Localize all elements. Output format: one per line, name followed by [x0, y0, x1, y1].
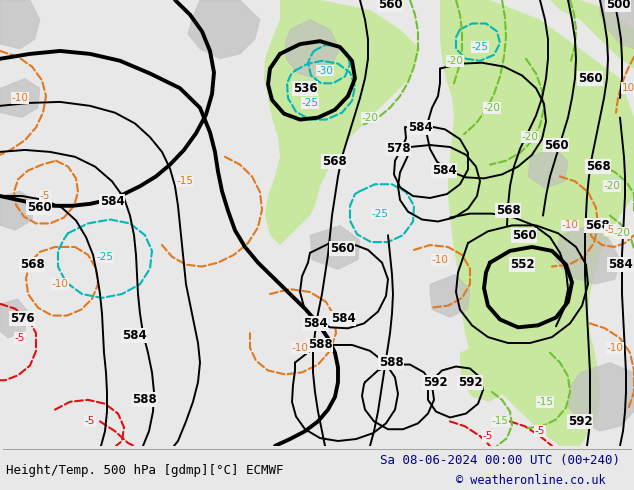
Polygon shape — [0, 191, 35, 230]
Text: 568: 568 — [496, 204, 521, 217]
Text: 568: 568 — [585, 219, 609, 232]
Text: 576: 576 — [10, 312, 34, 325]
Text: 560: 560 — [27, 201, 51, 214]
Text: 588: 588 — [132, 393, 157, 406]
Polygon shape — [264, 0, 420, 245]
Polygon shape — [188, 0, 260, 59]
Text: 592: 592 — [423, 376, 448, 389]
Polygon shape — [285, 20, 340, 78]
Text: -5: -5 — [535, 426, 545, 436]
Text: -10: -10 — [607, 343, 623, 353]
Text: -25: -25 — [302, 98, 318, 108]
Text: -10: -10 — [11, 93, 29, 103]
Polygon shape — [568, 363, 634, 431]
Text: 584: 584 — [122, 329, 146, 342]
Text: -10: -10 — [432, 255, 448, 265]
Text: 552: 552 — [510, 258, 534, 271]
Text: 560: 560 — [378, 0, 403, 11]
Text: 560: 560 — [578, 72, 602, 85]
Text: 584: 584 — [302, 317, 327, 330]
Polygon shape — [528, 147, 568, 188]
Text: -20: -20 — [522, 132, 538, 142]
Text: -25: -25 — [372, 209, 389, 219]
Text: 592: 592 — [458, 376, 482, 389]
Polygon shape — [430, 274, 470, 318]
Text: 560: 560 — [544, 139, 568, 151]
Text: 584: 584 — [607, 258, 632, 271]
Polygon shape — [600, 0, 634, 49]
Text: 584: 584 — [330, 312, 356, 325]
Text: -5: -5 — [483, 431, 493, 441]
Text: -15: -15 — [491, 416, 508, 426]
Text: 584: 584 — [100, 196, 124, 208]
Polygon shape — [0, 0, 40, 49]
Text: -20: -20 — [484, 103, 500, 113]
Text: 568: 568 — [20, 258, 44, 271]
Text: -5: -5 — [85, 416, 95, 426]
Text: 536: 536 — [293, 82, 317, 95]
Polygon shape — [310, 225, 360, 270]
Text: 568: 568 — [321, 155, 346, 168]
Text: -5: -5 — [40, 191, 50, 201]
Text: -5: -5 — [605, 225, 615, 235]
Text: Sa 08-06-2024 00:00 UTC (00+240): Sa 08-06-2024 00:00 UTC (00+240) — [380, 454, 621, 466]
Text: Height/Temp. 500 hPa [gdmp][°C] ECMWF: Height/Temp. 500 hPa [gdmp][°C] ECMWF — [6, 464, 284, 477]
Polygon shape — [550, 0, 634, 69]
Text: 588: 588 — [307, 339, 332, 351]
Text: -10: -10 — [562, 220, 578, 230]
Text: 10: 10 — [621, 83, 634, 93]
Text: -10: -10 — [51, 279, 68, 289]
Text: 584: 584 — [408, 121, 432, 134]
Text: 560: 560 — [512, 229, 536, 242]
Text: -10: -10 — [292, 343, 308, 353]
Text: -20: -20 — [361, 113, 378, 122]
Text: -25: -25 — [472, 42, 489, 52]
Polygon shape — [0, 299, 28, 338]
Text: 578: 578 — [385, 143, 410, 155]
Text: -25: -25 — [96, 252, 113, 262]
Text: -15: -15 — [536, 397, 553, 407]
Text: -20: -20 — [446, 56, 463, 66]
Text: © weatheronline.co.uk: © weatheronline.co.uk — [456, 474, 606, 487]
Text: 568: 568 — [586, 160, 611, 173]
Text: -15: -15 — [176, 176, 193, 186]
Polygon shape — [0, 78, 40, 118]
Text: -20: -20 — [614, 228, 630, 238]
Text: -30: -30 — [316, 66, 333, 75]
Text: 500: 500 — [605, 0, 630, 11]
Polygon shape — [555, 225, 620, 284]
Text: 584: 584 — [432, 164, 456, 177]
Text: -5: -5 — [15, 333, 25, 343]
Text: -20: -20 — [604, 181, 621, 191]
Polygon shape — [440, 0, 634, 446]
Text: 588: 588 — [378, 356, 403, 369]
Polygon shape — [460, 343, 510, 402]
Text: 592: 592 — [567, 415, 592, 428]
Text: 560: 560 — [330, 243, 354, 255]
